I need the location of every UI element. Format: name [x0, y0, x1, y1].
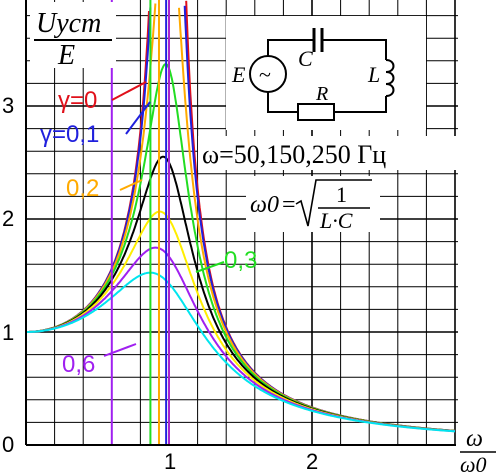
- formula-omega0: ω0 = 1 L·C: [246, 176, 380, 233]
- curves: [26, 0, 456, 433]
- series-line-7-0: [26, 271, 455, 433]
- resistor: [297, 103, 335, 121]
- formula-omega: ω=50,150,250 Гц: [198, 136, 464, 170]
- circuit-source-symbol: ~: [259, 62, 271, 87]
- series-labels: γ=0 γ=0,1 0,2 0,3 0,6: [40, 87, 257, 378]
- x-tick-1: 1: [164, 449, 176, 474]
- source-circle: [249, 55, 287, 93]
- x-tick-2: 2: [306, 449, 318, 474]
- y-tick-0: 0: [2, 432, 14, 457]
- formula-omega0-lhs: ω0: [250, 192, 279, 218]
- formula-omega0-numerator: 1: [336, 182, 347, 207]
- x-axis-label-numerator: ω: [466, 426, 483, 452]
- pointer-gamma-0-1: [125, 101, 151, 135]
- circuit-label-R: R: [315, 83, 328, 105]
- series-label-gamma-0-1: γ=0,1: [40, 121, 99, 148]
- formula-omega-text: ω=50,150,250 Гц: [202, 140, 386, 169]
- series-label-gamma-0-3: 0,3: [224, 247, 257, 274]
- label-pointers: [103, 81, 225, 357]
- y-tick-3: 3: [2, 93, 14, 118]
- axes: [25, 0, 458, 446]
- x-axis-label-denominator: ω0: [460, 452, 487, 474]
- pointer-gamma-0: [111, 81, 147, 101]
- y-axis-label-numerator: Uуст: [36, 8, 101, 39]
- y-axis-label-denominator: E: [57, 40, 75, 71]
- y-tick-1: 1: [2, 320, 14, 345]
- circuit-label-E: E: [231, 62, 246, 87]
- pointer-gamma-0-6: [103, 343, 137, 357]
- circuit-label-L: L: [367, 62, 380, 87]
- pointer-gamma-0-2: [119, 179, 143, 191]
- circuit-label-C: C: [298, 46, 313, 71]
- formula-omega0-denominator: L·C: [319, 208, 353, 233]
- resonance-markers: [110, 0, 170, 445]
- y-tick-2: 2: [2, 206, 14, 231]
- svg-text:=: =: [282, 192, 296, 218]
- series-line-6-0: [26, 246, 455, 433]
- series-line-5-0: [26, 210, 455, 433]
- x-axis-label: ω ω0: [456, 424, 498, 474]
- circuit-diagram: ~ E C L R: [226, 16, 426, 130]
- series-label-gamma-0-2: 0,2: [66, 175, 99, 202]
- series-label-gamma-0-6: 0,6: [62, 351, 95, 378]
- pointer-gamma-0-3: [195, 261, 225, 273]
- series-label-gamma-0: γ=0: [58, 87, 97, 114]
- y-axis-label: Uуст E: [30, 2, 116, 71]
